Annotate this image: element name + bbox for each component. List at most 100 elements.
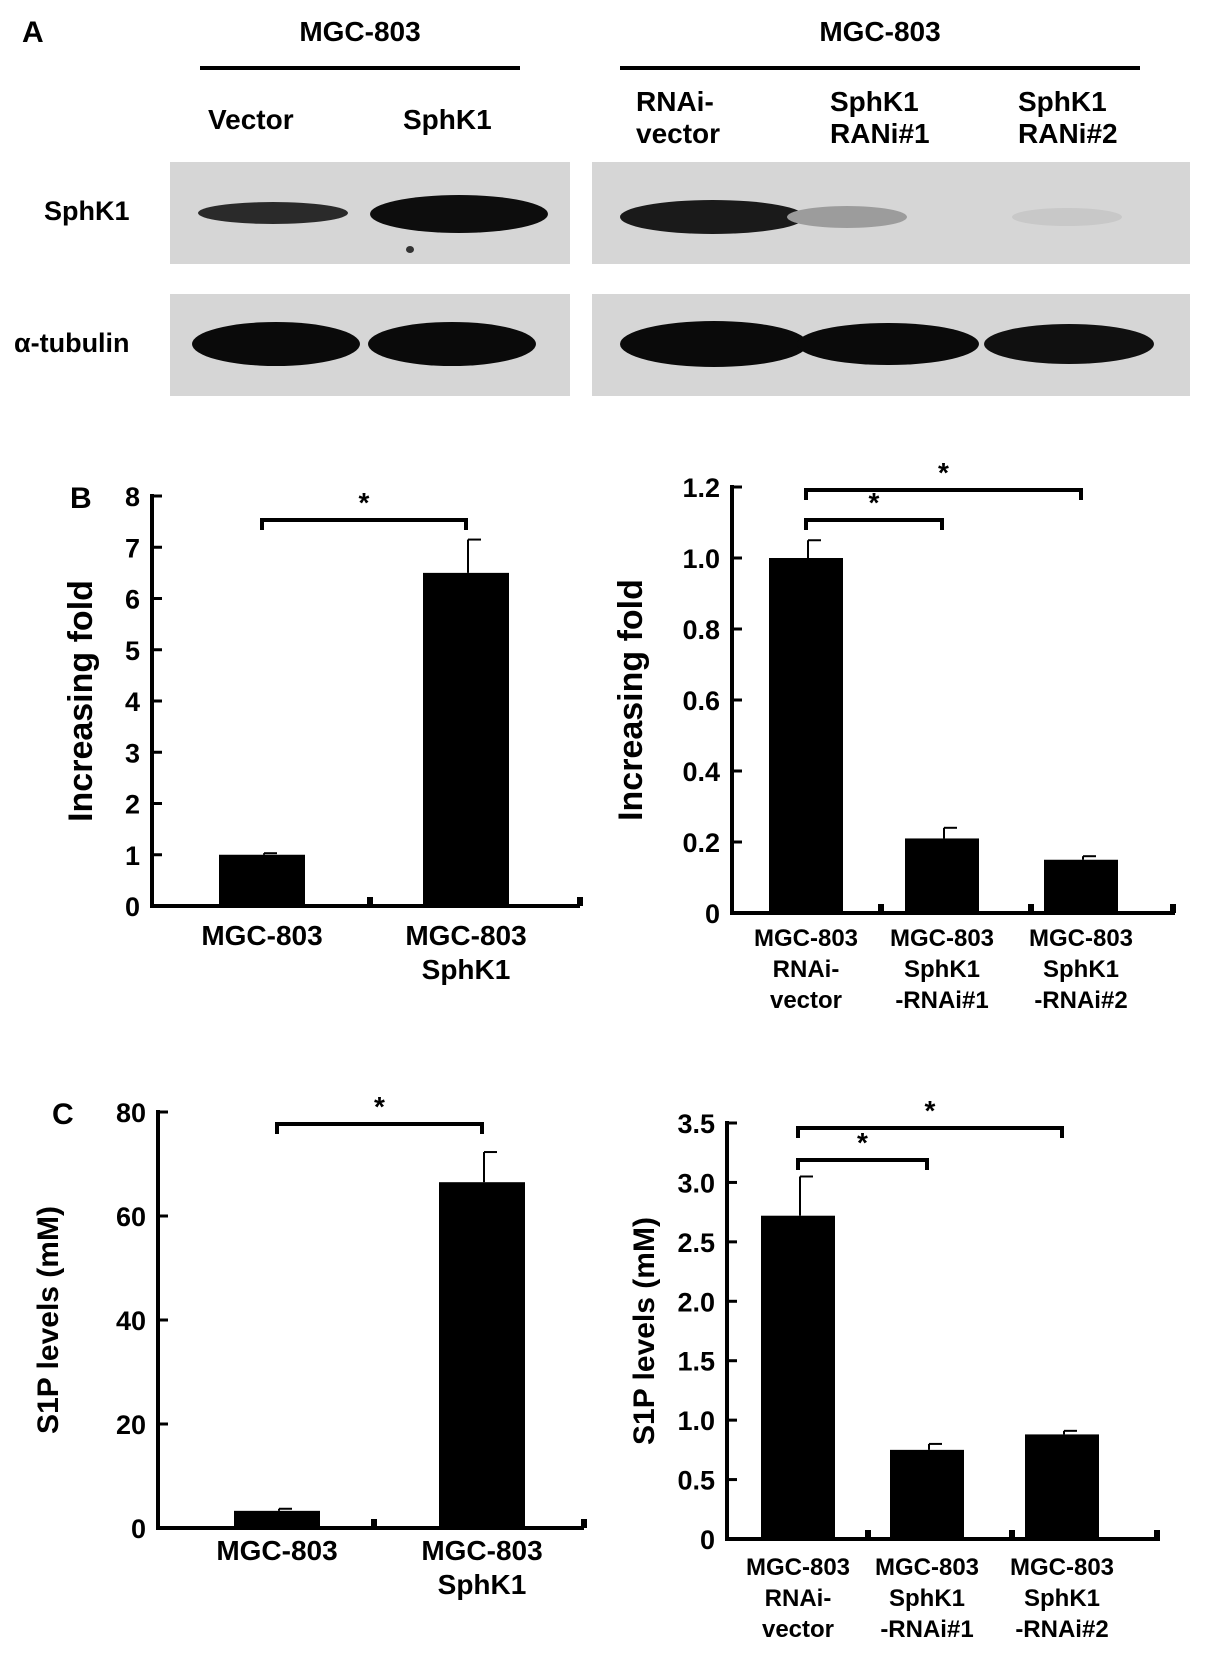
chart2-category-label-2-2: -RNAi#2 <box>1034 987 1127 1014</box>
chart1-y-tick-label-5: 5 <box>125 636 140 666</box>
blot-sphk1-left <box>170 162 570 264</box>
band-sphk1-rnai-2 <box>1012 208 1122 226</box>
chart1-category-label-0-0: MGC-803 <box>201 920 322 951</box>
chart4-category-label-0-2: vector <box>762 1616 834 1643</box>
chart3-category-label-1-0: MGC-803 <box>421 1535 542 1566</box>
chart4-y-tick-label-6: 3.0 <box>677 1168 715 1198</box>
chart1-category-label-1-0: MGC-803 <box>405 920 526 951</box>
panel-a-left-header: MGC-803 <box>299 16 421 47</box>
lane-label-sphk1-rnai-1: SphK1 RANi#1 <box>830 86 930 149</box>
chart2-y-tick-label-6: 1.2 <box>682 473 720 503</box>
blot-tubulin-right <box>592 294 1190 396</box>
chart3-y-tick-label-0: 0 <box>131 1514 146 1544</box>
chart4-significance-bracket-0 <box>796 1158 929 1170</box>
chart2-bar-1 <box>905 838 979 913</box>
chart1-x-separator-tick-1 <box>577 897 583 906</box>
chart3-category-label-0-0: MGC-803 <box>216 1535 337 1566</box>
blot-dot <box>406 246 414 253</box>
lane-label-sphk1-rnai-2: SphK1 RANi#2 <box>1018 86 1118 149</box>
chart3-y-tick-label-2: 40 <box>116 1306 146 1336</box>
band-tubulin-sphk1 <box>368 322 536 366</box>
band-sphk1-rnai-1 <box>787 206 907 228</box>
band-tubulin-rnai-2 <box>984 324 1154 364</box>
chart2-category-label-1-1: SphK1 <box>904 956 980 983</box>
chart3-x-separator-tick-0 <box>371 1519 377 1528</box>
chart1-significance-label-0: * <box>359 487 370 518</box>
chart3-y-tick-label-3: 60 <box>116 1202 146 1232</box>
chart2-x-separator-tick-0 <box>878 904 884 913</box>
chart4-category-label-0-1: RNAi- <box>765 1585 832 1612</box>
lane-label-vector: Vector <box>208 104 294 135</box>
chart4-significance-label-1: * <box>925 1095 936 1126</box>
chart3-y-axis-title: S1P levels (mM) <box>32 1206 65 1434</box>
chart4-significance-label-0: * <box>857 1127 868 1158</box>
chart3-y-tick-label-4: 80 <box>116 1098 146 1128</box>
blot-row-label-sphk1: SphK1 <box>44 196 130 226</box>
chart2-y-axis-title: Increasing fold <box>612 579 650 821</box>
chart2-y-tick-label-5: 1.0 <box>682 544 720 574</box>
chart4-y-axis-title: S1P levels (mM) <box>628 1217 661 1445</box>
panel-a-left-header-line <box>200 66 520 70</box>
chart4-y-tick-label-0: 0 <box>700 1525 715 1555</box>
chart2-y-tick-label-0: 0 <box>705 899 720 929</box>
chart2-y-tick-label-2: 0.4 <box>682 757 720 787</box>
chart2-category-label-0-1: RNAi- <box>773 956 840 983</box>
panel-a-letter: A <box>22 16 44 49</box>
band-sphk1-vector <box>198 202 348 224</box>
chart2-significance-bracket-1 <box>804 488 1083 500</box>
chart3-y-tick-label-1: 20 <box>116 1410 146 1440</box>
chart1-y-tick-label-7: 7 <box>125 533 140 563</box>
band-sphk1-rnai-vector <box>620 200 805 234</box>
chart2-significance-label-1: * <box>938 457 949 488</box>
chart2-y-tick-label-1: 0.2 <box>682 828 720 858</box>
panel-a-right-header-line <box>620 66 1140 70</box>
chart1-y-tick-label-8: 8 <box>125 482 140 512</box>
chart4-category-label-1-2: -RNAi#1 <box>880 1616 973 1643</box>
chart2-bar-2 <box>1044 859 1118 913</box>
chart4-x-separator-tick-1 <box>1009 1530 1015 1539</box>
chart3-bar-0 <box>234 1510 320 1528</box>
chart4-y-tick-label-1: 0.5 <box>677 1466 715 1496</box>
chart4-bar-2 <box>1025 1434 1099 1539</box>
chart4-category-label-0-0: MGC-803 <box>746 1554 850 1581</box>
chart2-category-label-2-0: MGC-803 <box>1029 925 1133 952</box>
chart1-y-tick-label-3: 3 <box>125 738 140 768</box>
chart1-y-axis-title: Increasing fold <box>62 580 100 822</box>
chart4-y-tick-label-2: 1.0 <box>677 1406 715 1436</box>
blot-sphk1-right <box>592 162 1190 264</box>
chart4-y-tick-label-5: 2.5 <box>677 1228 715 1258</box>
chart4-x-separator-tick-2 <box>1154 1530 1160 1539</box>
chart1-panel-letter: B <box>70 482 92 515</box>
chart4-category-label-1-0: MGC-803 <box>875 1554 979 1581</box>
chart1-y-tick-label-1: 1 <box>125 841 140 871</box>
blot-row-label-tubulin: α-tubulin <box>14 328 130 358</box>
chart4-bar-0 <box>761 1215 835 1539</box>
panel-a-right-header: MGC-803 <box>819 16 941 47</box>
band-tubulin-rnai-vector <box>620 321 808 367</box>
chart4-bar-1 <box>890 1449 964 1539</box>
chart2-x-separator-tick-2 <box>1170 904 1176 913</box>
chart4-y-tick-label-4: 2.0 <box>677 1287 715 1317</box>
chart1-y-tick-label-6: 6 <box>125 585 140 615</box>
band-tubulin-vector <box>192 322 360 366</box>
chart1-bar-0 <box>219 854 305 906</box>
chart4-category-label-2-2: -RNAi#2 <box>1015 1616 1108 1643</box>
chart2-category-label-1-2: -RNAi#1 <box>895 987 988 1014</box>
chart2-category-label-1-0: MGC-803 <box>890 925 994 952</box>
chart1-x-separator-tick-0 <box>367 897 373 906</box>
chart2-significance-bracket-0 <box>804 518 944 530</box>
chart2-significance-label-0: * <box>869 487 880 518</box>
chart1-bar-1 <box>423 572 509 906</box>
band-tubulin-rnai-1 <box>797 323 979 365</box>
chart1-category-label-1-1: SphK1 <box>422 954 511 985</box>
chart4-significance-bracket-1 <box>796 1126 1064 1138</box>
chart1-y-tick-label-4: 4 <box>125 687 140 717</box>
chart4-category-label-1-1: SphK1 <box>889 1585 965 1612</box>
chart4-category-label-2-1: SphK1 <box>1024 1585 1100 1612</box>
chart1-significance-bracket-0 <box>260 518 468 530</box>
chart2-category-label-2-1: SphK1 <box>1043 956 1119 983</box>
chart1-y-tick-label-2: 2 <box>125 790 140 820</box>
chart4-category-label-2-0: MGC-803 <box>1010 1554 1114 1581</box>
chart2-y-tick-label-3: 0.6 <box>682 686 720 716</box>
chart4-y-tick-label-7: 3.5 <box>677 1109 715 1139</box>
